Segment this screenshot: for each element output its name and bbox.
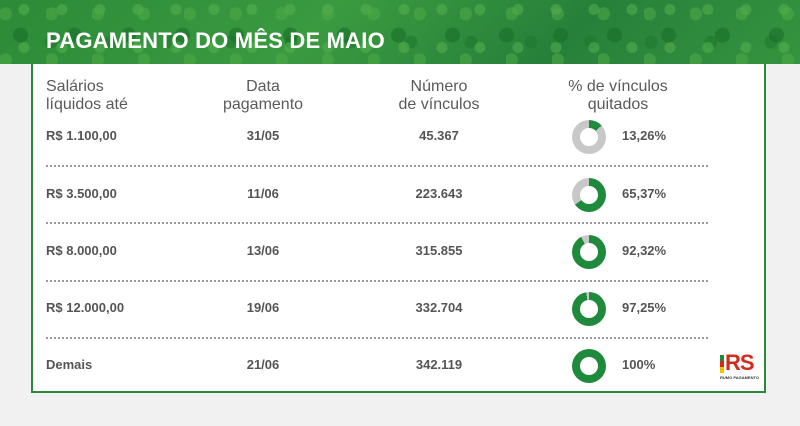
- count-cell: 315.855: [415, 243, 463, 258]
- header-banner: PAGAMENTO DO MÊS DE MAIO: [0, 0, 800, 64]
- date-cell: 11/06: [247, 186, 279, 201]
- flag-green-stripe: [720, 355, 724, 361]
- count-cell: 332.704: [415, 300, 463, 315]
- salary-cell: R$ 1.100,00: [46, 128, 117, 143]
- table-row: R$ 8.000,00 13/06 315.855 92,32%: [33, 234, 768, 270]
- percent-donut: [572, 292, 606, 326]
- date-cell: 21/06: [246, 357, 280, 372]
- percent-cell: 100%: [622, 357, 656, 372]
- row-divider: [46, 337, 708, 339]
- date-cell: 31/05: [246, 128, 280, 143]
- count-cell: 223.643: [415, 186, 463, 201]
- flag-red-stripe: [720, 361, 724, 367]
- count-cell: 45.367: [419, 128, 459, 143]
- page-title: PAGAMENTO DO MÊS DE MAIO: [46, 28, 385, 53]
- row-divider: [46, 222, 708, 224]
- date-cell: 13/06: [246, 243, 280, 258]
- date-cell: 19/06: [246, 300, 280, 315]
- row-divider: [46, 280, 708, 282]
- salary-cell: R$ 8.000,00: [46, 243, 117, 258]
- header-count: Número de vínculos: [398, 78, 480, 113]
- percent-donut: [572, 120, 606, 154]
- flag-icon: [720, 355, 724, 373]
- logo-text: RS: [725, 350, 755, 375]
- header-salary: Salários líquidos até: [46, 78, 128, 113]
- percent-donut: [572, 178, 606, 212]
- salary-cell: R$ 3.500,00: [46, 186, 117, 201]
- percent-cell: 13,26%: [622, 128, 667, 143]
- header-date: Data pagamento: [222, 78, 304, 113]
- percent-donut: [572, 349, 606, 383]
- count-cell: 342.119: [415, 357, 463, 372]
- table-row: R$ 12.000,00 19/06 332.704 97,25%: [33, 291, 768, 327]
- percent-cell: 97,25%: [622, 300, 667, 315]
- percent-cell: 65,37%: [622, 186, 667, 201]
- percent-donut: [572, 235, 606, 269]
- row-divider: [46, 165, 708, 167]
- payment-table: Salários líquidos até Data pagamento Núm…: [31, 64, 766, 393]
- rs-logo: RS RUMO PAGAMENTO: [720, 351, 760, 383]
- table-row: R$ 1.100,00 31/05 45.367 13,26%: [33, 119, 768, 155]
- flag-yellow-stripe: [720, 367, 724, 373]
- percent-cell: 92,32%: [622, 243, 667, 258]
- table-row: Demais 21/06 342.119 100%: [33, 348, 768, 384]
- salary-cell: R$ 12.000,00: [46, 300, 125, 315]
- header-percent: % de vínculos quitados: [568, 78, 668, 113]
- salary-cell: Demais: [46, 357, 93, 372]
- logo-tagline: RUMO PAGAMENTO: [720, 375, 759, 380]
- table-row: R$ 3.500,00 11/06 223.643 65,37%: [33, 177, 768, 213]
